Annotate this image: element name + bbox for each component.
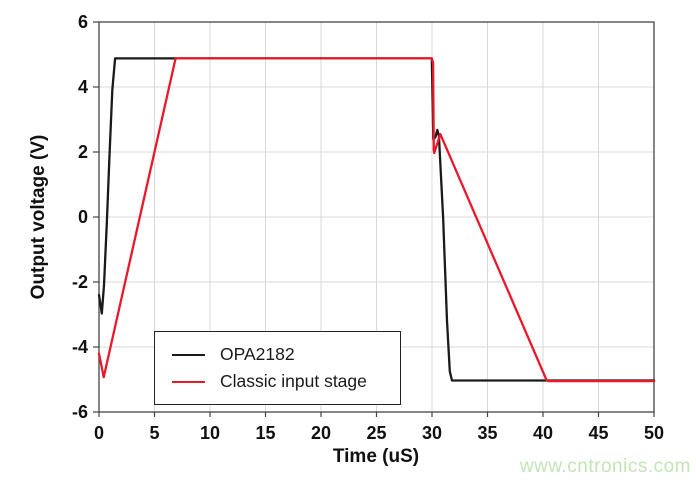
x-tick-label: 5 xyxy=(149,423,159,443)
legend-line-swatch-black xyxy=(172,353,205,356)
y-axis-title: Output voltage (V) xyxy=(28,134,49,300)
x-tick-label: 45 xyxy=(588,423,608,443)
legend: OPA2182 Classic input stage xyxy=(154,331,401,405)
plot-frame xyxy=(98,21,655,413)
y-tick-label: 0 xyxy=(78,207,88,227)
legend-item-opa2182: OPA2182 xyxy=(172,344,400,365)
x-axis-title: Time (uS) xyxy=(332,446,420,467)
x-tick-label: 25 xyxy=(366,423,386,443)
series-line-classic-input-stage xyxy=(97,57,656,383)
y-tick-label: -6 xyxy=(72,402,88,422)
legend-label: Classic input stage xyxy=(220,371,367,391)
watermark: www.cntronics.com xyxy=(519,456,691,477)
x-tick-label: 10 xyxy=(200,423,220,443)
legend-item-classic-input-stage: Classic input stage xyxy=(172,371,400,392)
y-tick-label: 6 xyxy=(78,12,88,32)
y-tick-label: 2 xyxy=(78,142,88,162)
legend-line-swatch-red xyxy=(172,380,205,383)
x-tick-label: 20 xyxy=(311,423,331,443)
y-tick-label: -2 xyxy=(72,272,88,292)
x-tick-label: 50 xyxy=(644,423,664,443)
x-tick-label: 0 xyxy=(94,423,104,443)
x-tick-label: 15 xyxy=(255,423,275,443)
x-tick-label: 35 xyxy=(477,423,497,443)
x-tick-label: 40 xyxy=(533,423,553,443)
y-tick-label: 4 xyxy=(78,77,88,97)
y-tick-label: -4 xyxy=(72,337,88,357)
legend-label: OPA2182 xyxy=(220,344,295,364)
x-tick-label: 30 xyxy=(422,423,442,443)
